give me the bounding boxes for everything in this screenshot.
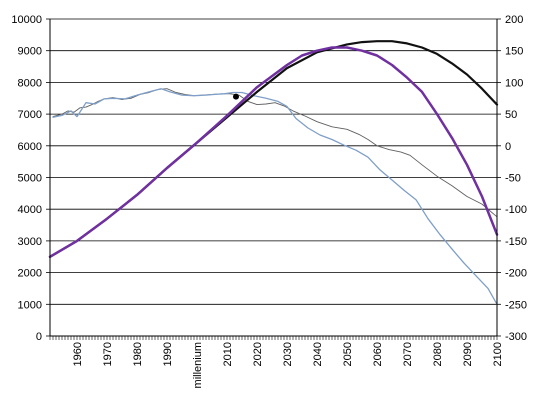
gridlines: [50, 18, 497, 305]
x-tick-label: 2010: [222, 342, 234, 366]
right-tick-label: -300: [505, 331, 527, 343]
axes: [46, 18, 501, 340]
right-axis-tick-labels: -300 -250 -200 -150 -100 -50 0 50 100 150 200: [505, 14, 527, 343]
x-tick-label: 2060: [372, 342, 384, 366]
x-tick-label: 1960: [72, 342, 84, 366]
left-tick-label: 1000: [18, 299, 42, 311]
right-tick-label: 50: [505, 109, 517, 121]
right-tick-label: -250: [505, 299, 527, 311]
series-line-left-3: [48, 46, 499, 259]
right-tick-label: 0: [505, 141, 511, 153]
left-tick-label: 2000: [18, 268, 42, 280]
left-axis-tick-labels: 0 1000 2000 3000 4000 5000 6000 7000 8000 9000 100…: [11, 14, 42, 343]
x-tick-label: 2050: [342, 342, 354, 366]
x-tick-label: 2020: [252, 342, 264, 366]
x-tick-label: 1990: [162, 342, 174, 366]
left-tick-label: 8000: [18, 77, 42, 89]
right-tick-label: -50: [505, 173, 521, 185]
left-tick-label: 4000: [18, 204, 42, 216]
x-tick-label: 2070: [402, 342, 414, 366]
right-tick-label: -150: [505, 236, 527, 248]
left-tick-label: 3000: [18, 236, 42, 248]
left-tick-label: 5000: [18, 173, 42, 185]
x-tick-label: 1970: [102, 342, 114, 366]
x-tick-label: 2090: [462, 342, 474, 366]
left-tick-label: 10000: [11, 14, 42, 26]
x-tick-label: 2030: [282, 342, 294, 366]
x-tick-label: 2100: [492, 342, 504, 366]
left-tick-label: 9000: [18, 46, 42, 58]
right-tick-label: -100: [505, 204, 527, 216]
x-axis-tick-labels: 1960 1970 1980 1990 millenium 2010 2020 2030 204…: [72, 342, 504, 388]
series-layer: [48, 40, 499, 305]
x-tick-label: millenium: [192, 342, 204, 388]
x-tick-label: 1980: [132, 342, 144, 366]
left-tick-label: 7000: [18, 109, 42, 121]
right-tick-label: 150: [505, 46, 523, 58]
right-tick-label: -200: [505, 268, 527, 280]
right-tick-label: 100: [505, 77, 523, 89]
x-tick-label: 2040: [312, 342, 324, 366]
x-tick-label: 2080: [432, 342, 444, 366]
series-line-right-1: [52, 88, 498, 305]
right-tick-label: 200: [505, 14, 523, 26]
data-point-marker: [233, 93, 239, 100]
left-tick-label: 6000: [18, 141, 42, 153]
left-tick-label: 0: [36, 331, 42, 343]
